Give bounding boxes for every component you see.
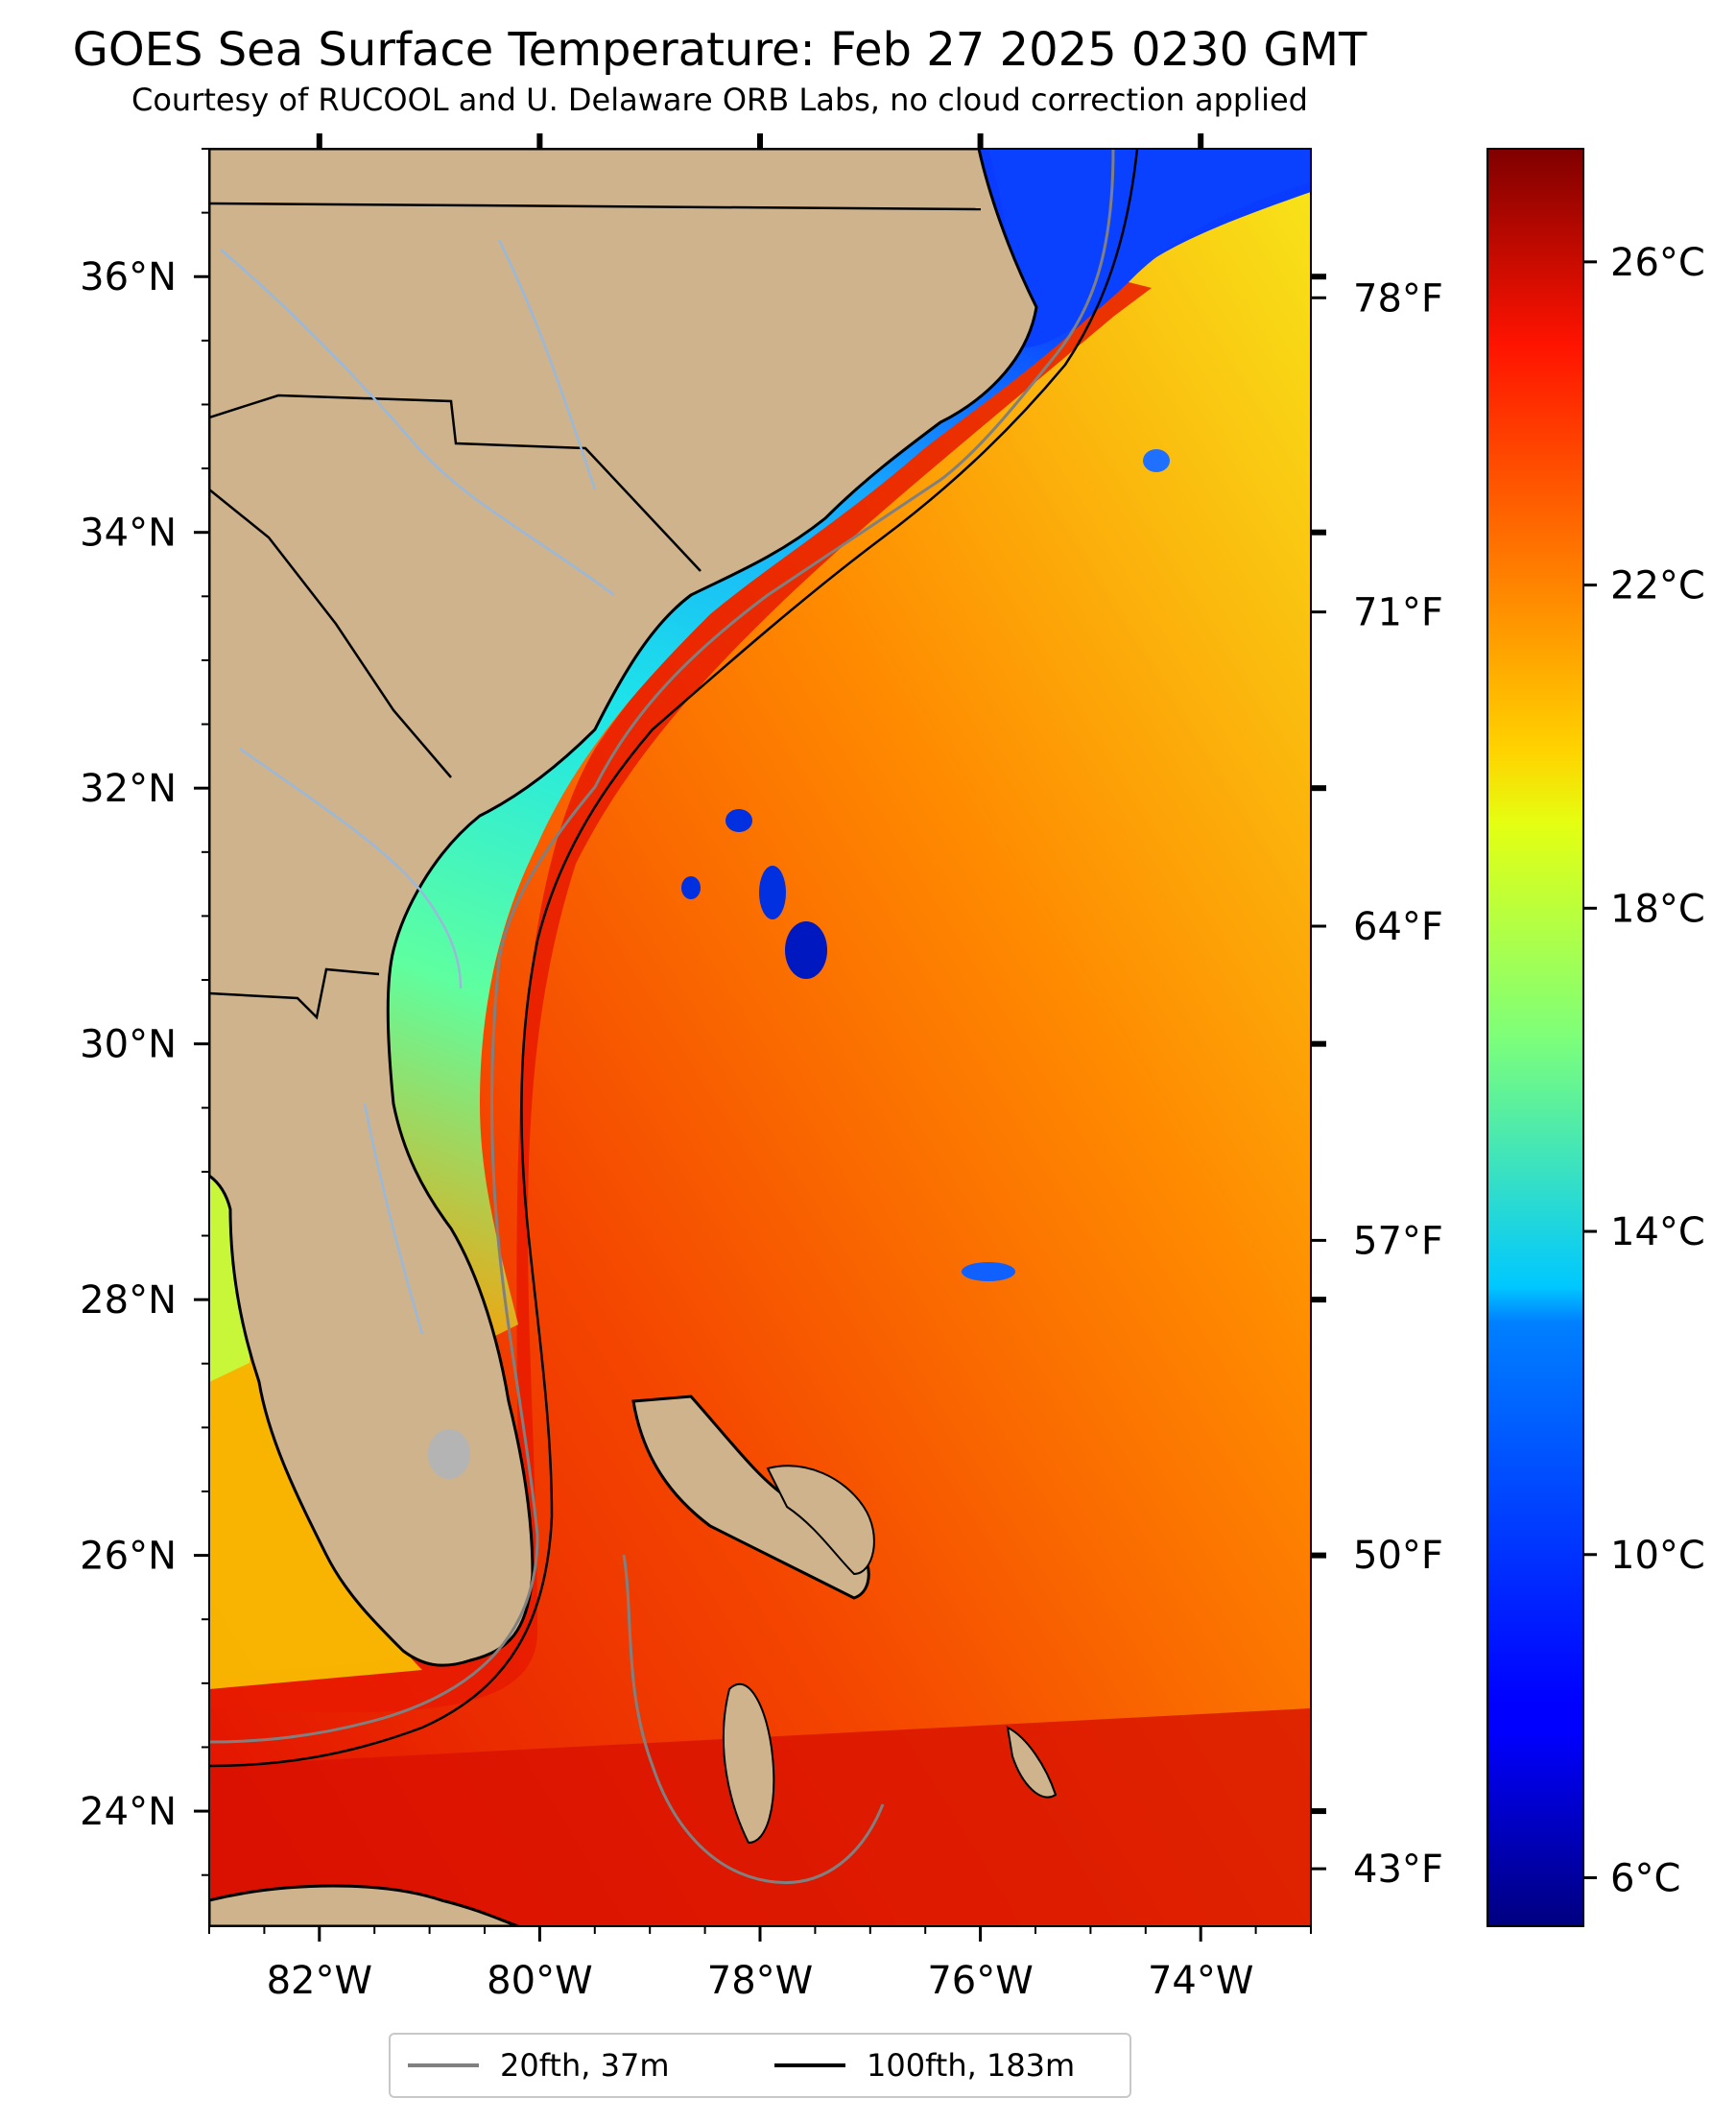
state-border bbox=[209, 202, 982, 211]
lon-tick-label: 74°W bbox=[1148, 1959, 1253, 2003]
cold-patch bbox=[681, 876, 701, 899]
fahrenheit-tick-label: 57°F bbox=[1353, 1219, 1443, 1263]
state-border bbox=[209, 967, 380, 1020]
colorbar-tick-label: 26°C bbox=[1610, 241, 1705, 285]
state-border bbox=[209, 393, 702, 572]
longitude-axis: 82°W 80°W 78°W 76°W 74°W bbox=[208, 133, 1312, 2003]
latitude-axis: 24°N 26°N 28°N 30°N 32°N 34°N 36°N bbox=[80, 148, 1326, 1876]
map-area bbox=[209, 149, 1311, 1926]
state-border bbox=[209, 489, 452, 778]
cold-water-north bbox=[988, 149, 1311, 347]
river bbox=[239, 747, 463, 989]
colorbar-tick-label: 18°C bbox=[1610, 887, 1705, 931]
river bbox=[497, 239, 597, 490]
lat-tick-label: 32°N bbox=[80, 767, 177, 811]
legend-label: 20fth, 37m bbox=[500, 2047, 670, 2084]
isobath-100fth bbox=[209, 149, 1139, 1768]
land-bahamas-abaco bbox=[631, 1395, 870, 1600]
colorbar-tick-label: 22°C bbox=[1610, 564, 1705, 608]
colorbar-tick-label: 10°C bbox=[1610, 1534, 1705, 1578]
lake-okeechobee bbox=[428, 1429, 470, 1479]
fahrenheit-tick-label: 78°F bbox=[1353, 276, 1443, 321]
legend-item-20fth: 20fth, 37m bbox=[408, 2044, 669, 2086]
land-us bbox=[209, 149, 1038, 1667]
colorbar-tick-label: 6°C bbox=[1610, 1856, 1680, 1900]
colorbar-tick-label: 14°C bbox=[1610, 1210, 1705, 1254]
cold-patch bbox=[1143, 449, 1170, 472]
lon-tick-label: 80°W bbox=[487, 1959, 592, 2003]
lon-tick-label: 82°W bbox=[267, 1959, 372, 2003]
legend: 20fth, 37m 100fth, 183m bbox=[389, 2033, 1131, 2098]
isobath-20fth-bahamas bbox=[622, 1554, 885, 1884]
lat-tick-label: 36°N bbox=[80, 255, 177, 299]
cold-patch bbox=[785, 921, 827, 979]
legend-swatch-gray bbox=[408, 2063, 479, 2067]
land-bahamas-grand bbox=[766, 1465, 875, 1576]
land-bahamas-eleuthera bbox=[1006, 1726, 1058, 1799]
land-bahamas-andros bbox=[722, 1682, 775, 1845]
legend-swatch-black bbox=[774, 2063, 845, 2067]
map-title: GOES Sea Surface Temperature: Feb 27 202… bbox=[72, 23, 1367, 77]
cold-patch bbox=[962, 1262, 1015, 1281]
colorbar-axis: 26°C 22°C 18°C 14°C 10°C 6°C bbox=[1583, 241, 1705, 1900]
colorbar bbox=[1486, 148, 1584, 1927]
lon-tick-label: 78°W bbox=[707, 1959, 813, 2003]
isobath-20fth bbox=[209, 149, 1115, 1744]
lat-tick-label: 30°N bbox=[80, 1023, 177, 1067]
lat-tick-label: 24°N bbox=[80, 1790, 177, 1834]
lat-tick-label: 34°N bbox=[80, 512, 177, 556]
cold-patch bbox=[759, 866, 786, 919]
cold-patch bbox=[725, 809, 752, 832]
fahrenheit-tick-label: 50°F bbox=[1353, 1534, 1443, 1578]
fahrenheit-tick-label: 64°F bbox=[1353, 905, 1443, 949]
river bbox=[220, 249, 615, 597]
fahrenheit-tick-label: 43°F bbox=[1353, 1848, 1443, 1892]
legend-label: 100fth, 183m bbox=[867, 2047, 1076, 2084]
lat-tick-label: 26°N bbox=[80, 1535, 177, 1579]
map-subtitle: Courtesy of RUCOOL and U. Delaware ORB L… bbox=[131, 82, 1308, 118]
fahrenheit-axis: 78°F 71°F 64°F 57°F 50°F 43°F bbox=[1311, 276, 1443, 1892]
lat-tick-label: 28°N bbox=[80, 1278, 177, 1323]
legend-item-100fth: 100fth, 183m bbox=[774, 2044, 1075, 2086]
fahrenheit-tick-label: 71°F bbox=[1353, 591, 1443, 635]
land-cuba bbox=[209, 1884, 519, 1926]
lon-tick-label: 76°W bbox=[927, 1959, 1033, 2003]
river bbox=[363, 1103, 424, 1335]
